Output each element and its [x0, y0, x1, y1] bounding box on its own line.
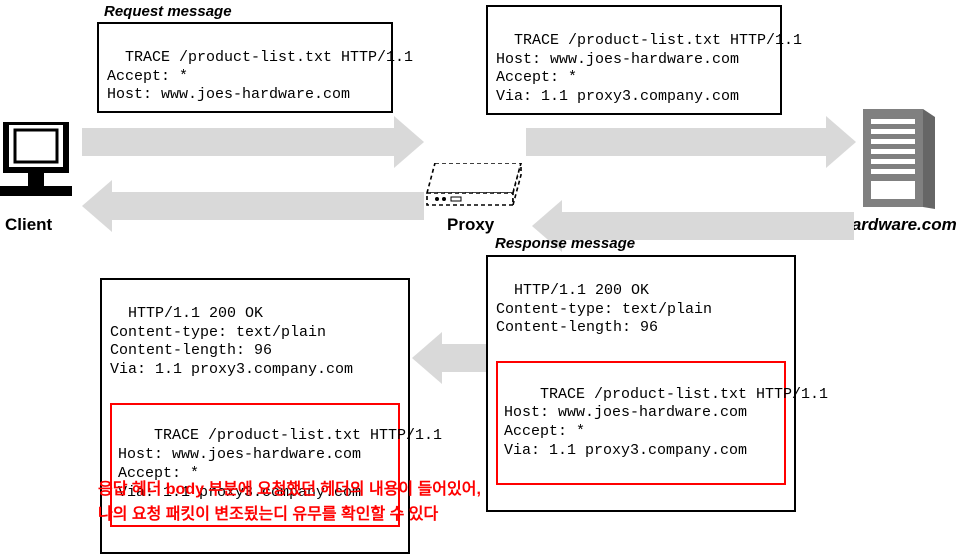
- request-text-client: TRACE /product-list.txt HTTP/1.1 Accept:…: [107, 49, 413, 104]
- client-label: Client: [5, 215, 52, 235]
- request-box-proxy: TRACE /product-list.txt HTTP/1.1 Host: w…: [486, 5, 782, 115]
- response-box-server: HTTP/1.1 200 OK Content-type: text/plain…: [486, 255, 796, 512]
- request-caption: Request message: [104, 3, 232, 20]
- annotation-line1: 응답 헤더 body 부분에 요청했던 헤더의 내용이 들어있어,: [98, 478, 481, 503]
- response-body-highlight-server: TRACE /product-list.txt HTTP/1.1 Host: w…: [496, 361, 786, 486]
- proxy-icon: [421, 163, 527, 213]
- response-header-client: HTTP/1.1 200 OK Content-type: text/plain…: [110, 305, 326, 360]
- client-icon: [0, 122, 80, 207]
- response-body-server: TRACE /product-list.txt HTTP/1.1 Host: w…: [504, 386, 828, 459]
- response-header-server: HTTP/1.1 200 OK Content-type: text/plain…: [496, 282, 712, 337]
- request-text-proxy: TRACE /product-list.txt HTTP/1.1 Host: w…: [496, 32, 802, 105]
- server-icon: [859, 109, 939, 211]
- request-box-client: TRACE /product-list.txt HTTP/1.1 Accept:…: [97, 22, 393, 113]
- annotation-note: 응답 헤더 body 부분에 요청했던 헤더의 내용이 들어있어, 나의 요청 …: [98, 478, 481, 528]
- response-caption: Response message: [495, 235, 635, 252]
- response-via-client: Via: 1.1 proxy3.company.com: [110, 361, 353, 378]
- proxy-label: Proxy: [447, 215, 494, 235]
- annotation-line2: 나의 요청 패킷이 변조됬는디 유무를 확인할 수 있다: [98, 503, 481, 528]
